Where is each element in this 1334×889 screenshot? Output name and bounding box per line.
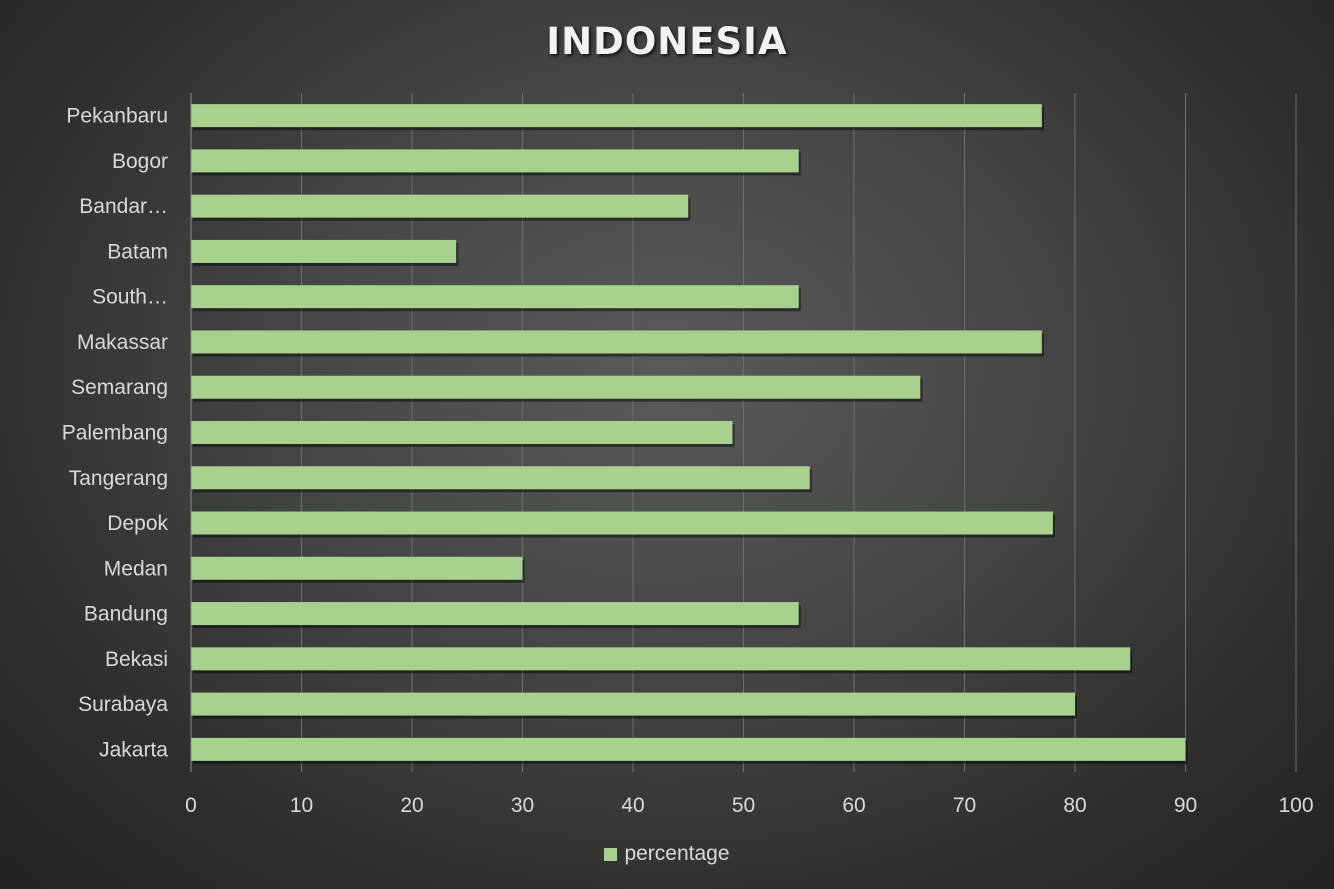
category-label: Jakarta bbox=[99, 738, 168, 761]
x-tick-label: 60 bbox=[842, 794, 865, 817]
bar bbox=[191, 104, 1042, 128]
x-tick-label: 90 bbox=[1174, 794, 1197, 817]
bar bbox=[191, 602, 799, 626]
x-tick-label: 10 bbox=[290, 794, 313, 817]
x-tick-label: 70 bbox=[953, 794, 976, 817]
category-label: Depok bbox=[107, 512, 168, 535]
bar bbox=[191, 239, 457, 263]
x-tick-label: 20 bbox=[400, 794, 423, 817]
category-label: Bandar… bbox=[79, 195, 168, 218]
chart-title: INDONESIA bbox=[546, 20, 788, 63]
category-label: Bogor bbox=[112, 150, 168, 173]
bar bbox=[191, 149, 799, 173]
legend-label: percentage bbox=[624, 842, 730, 865]
category-label: South… bbox=[92, 286, 168, 309]
x-tick-label: 80 bbox=[1063, 794, 1086, 817]
legend-swatch bbox=[604, 847, 618, 861]
x-tick-label: 40 bbox=[621, 794, 644, 817]
category-label: Bekasi bbox=[105, 648, 168, 671]
bar bbox=[191, 421, 733, 444]
x-tick-label: 30 bbox=[511, 794, 534, 817]
category-label: Medan bbox=[104, 557, 168, 580]
bar bbox=[191, 466, 810, 490]
category-label: Makassar bbox=[77, 331, 168, 354]
x-tick-label: 0 bbox=[185, 794, 197, 817]
bar bbox=[191, 647, 1131, 671]
category-label: Pekanbaru bbox=[66, 105, 168, 128]
x-tick-label: 100 bbox=[1278, 794, 1313, 817]
category-label: Bandung bbox=[84, 603, 168, 626]
bar bbox=[191, 511, 1053, 535]
category-label: Tangerang bbox=[69, 467, 168, 490]
legend: percentage bbox=[0, 842, 1334, 866]
bar bbox=[191, 285, 799, 309]
category-label: Palembang bbox=[62, 422, 168, 445]
bar bbox=[191, 375, 921, 399]
bar bbox=[191, 556, 523, 580]
bar bbox=[191, 194, 689, 218]
x-tick-label: 50 bbox=[732, 794, 755, 817]
bar bbox=[191, 692, 1075, 716]
category-label: Batam bbox=[107, 240, 168, 263]
bar bbox=[191, 737, 1186, 761]
category-label: Surabaya bbox=[78, 693, 168, 716]
category-label: Semarang bbox=[71, 376, 168, 399]
bar bbox=[191, 330, 1042, 354]
